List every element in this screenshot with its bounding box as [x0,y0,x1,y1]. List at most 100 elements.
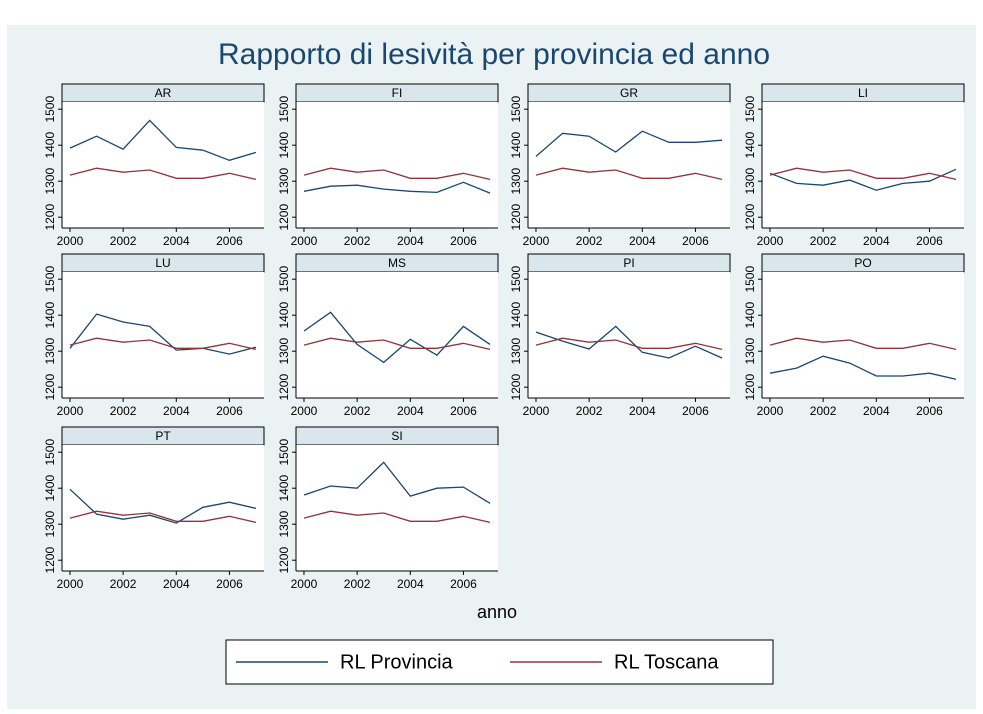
panel-title: LU [155,256,170,270]
x-tick-label: 2006 [916,404,943,418]
x-tick-label: 2002 [110,577,137,591]
x-tick-label: 2004 [629,404,656,418]
x-tick-label: 2004 [163,577,190,591]
plot-area [528,102,730,228]
y-tick-label: 1200 [509,204,523,231]
y-tick-label: 1400 [277,302,291,329]
series-line [69,167,257,181]
y-tick-label: 1400 [43,475,57,502]
x-tick-label: 2004 [163,404,190,418]
y-tick-label: 1500 [277,439,291,466]
y-tick-label: 1400 [509,302,523,329]
y-tick-label: 1200 [43,204,57,231]
x-tick-label: 2000 [57,234,84,248]
plot-area [762,272,964,398]
y-tick-label: 1200 [277,374,291,401]
series-line [69,337,257,351]
x-tick-label: 2000 [757,404,784,418]
y-tick-label: 1500 [743,266,757,293]
x-tick-label: 2006 [450,404,477,418]
y-tick-label: 1500 [43,439,57,466]
x-tick-label: 2006 [450,577,477,591]
series-line [535,337,723,351]
plot-area [762,102,964,228]
x-tick-label: 2004 [163,234,190,248]
x-tick-label: 2000 [291,404,318,418]
y-tick-label: 1300 [277,168,291,195]
y-tick-label: 1300 [277,511,291,538]
y-tick-label: 1500 [43,266,57,293]
series-line [69,119,257,161]
x-tick-label: 2002 [810,404,837,418]
x-tick-label: 2004 [397,577,424,591]
plot-area [62,445,264,571]
x-tick-label: 2002 [576,234,603,248]
y-tick-label: 1200 [43,547,57,574]
series-line [303,181,491,194]
panel-title: SI [391,429,402,443]
x-tick-label: 2000 [523,234,550,248]
y-tick-label: 1400 [509,132,523,159]
legend-label: RL Provincia [340,651,454,673]
series-line [69,488,257,524]
series-line [535,325,723,359]
x-tick-label: 2006 [216,404,243,418]
series-line [535,167,723,181]
x-tick-label: 2000 [291,577,318,591]
plot-area [296,445,498,571]
x-tick-label: 2006 [216,577,243,591]
x-tick-label: 2002 [110,404,137,418]
x-tick-label: 2004 [397,404,424,418]
series-line [535,130,723,157]
y-tick-label: 1200 [43,374,57,401]
series-line [769,168,957,191]
y-tick-label: 1300 [277,338,291,365]
x-tick-label: 2006 [216,234,243,248]
y-tick-label: 1300 [43,168,57,195]
series-line [303,510,491,524]
x-tick-label: 2004 [863,404,890,418]
y-tick-label: 1400 [43,132,57,159]
series-line [303,461,491,504]
x-tick-label: 2002 [344,577,371,591]
y-tick-label: 1500 [743,96,757,123]
y-tick-label: 1300 [43,511,57,538]
y-tick-label: 1500 [277,266,291,293]
series-line [769,355,957,380]
y-tick-label: 1200 [277,547,291,574]
x-tick-label: 2000 [291,234,318,248]
x-tick-label: 2002 [110,234,137,248]
panel-title: FI [392,86,403,100]
series-line [69,313,257,355]
panel-title: PT [155,429,171,443]
x-tick-label: 2000 [757,234,784,248]
plot-area [62,102,264,228]
y-tick-label: 1400 [277,132,291,159]
series-line [69,510,257,524]
x-tick-label: 2002 [344,404,371,418]
series-line [303,337,491,351]
y-tick-label: 1200 [509,374,523,401]
plot-area [62,272,264,398]
x-tick-label: 2002 [810,234,837,248]
y-tick-label: 1500 [277,96,291,123]
x-tick-label: 2004 [397,234,424,248]
x-tick-label: 2006 [682,404,709,418]
plot-area [296,272,498,398]
panel-title: PO [854,256,871,270]
chart-title: Rapporto di lesività per provincia ed an… [218,38,770,71]
y-tick-label: 1400 [743,132,757,159]
panel-title: AR [155,86,172,100]
x-tick-label: 2004 [629,234,656,248]
x-tick-label: 2000 [523,404,550,418]
x-tick-label: 2006 [450,234,477,248]
y-tick-label: 1400 [743,302,757,329]
series-line [769,337,957,351]
series-line [303,311,491,364]
y-tick-label: 1300 [743,338,757,365]
y-tick-label: 1500 [509,96,523,123]
y-tick-label: 1300 [509,168,523,195]
x-tick-label: 2000 [57,577,84,591]
